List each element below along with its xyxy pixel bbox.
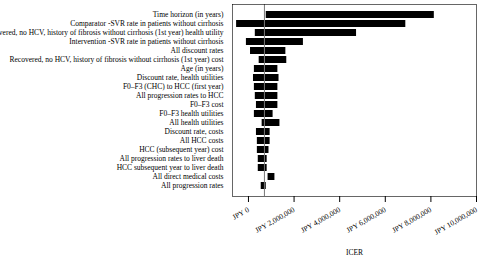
svg-text:JPY 4,000,000: JPY 4,000,000 bbox=[299, 205, 342, 235]
svg-text:JPY 0: JPY 0 bbox=[231, 205, 251, 222]
svg-text:JPY 10,000,000: JPY 10,000,000 bbox=[433, 205, 479, 237]
svg-text:All direct medical costs: All direct medical costs bbox=[152, 172, 223, 181]
svg-text:Comparator -SVR rate in patien: Comparator -SVR rate in patients without… bbox=[70, 19, 223, 28]
svg-text:All health utilities: All health utilities bbox=[169, 118, 223, 127]
svg-text:F0–F3 (CHC) to HCC (first year: F0–F3 (CHC) to HCC (first year) bbox=[123, 82, 224, 91]
svg-text:HCC (subsequent year) cost: HCC (subsequent year) cost bbox=[139, 145, 224, 154]
svg-text:Discount rate, health utilitie: Discount rate, health utilities bbox=[137, 73, 224, 82]
svg-text:Intervention -SVR rate in pati: Intervention -SVR rate in patients witho… bbox=[69, 37, 223, 46]
svg-text:HCC subsequent year to liver d: HCC subsequent year to liver death bbox=[117, 163, 224, 172]
svg-text:Recovered, no HCV, history of: Recovered, no HCV, history of fibrosis w… bbox=[10, 55, 225, 64]
svg-text:Discount rate, costs: Discount rate, costs bbox=[165, 127, 224, 136]
svg-text:ICER: ICER bbox=[346, 248, 363, 257]
svg-text:F0–F3 cost: F0–F3 cost bbox=[190, 100, 224, 109]
svg-text:All progression rates to liver: All progression rates to liver death bbox=[120, 154, 224, 163]
svg-text:JPY 2,000,000: JPY 2,000,000 bbox=[254, 205, 297, 235]
svg-text:All progression rates to HCC: All progression rates to HCC bbox=[136, 91, 224, 100]
svg-text:Time horizon (in years): Time horizon (in years) bbox=[153, 10, 224, 19]
svg-text:Recovered, no HCV, history of: Recovered, no HCV, history of fibrosis w… bbox=[0, 28, 224, 37]
svg-text:All discount rates: All discount rates bbox=[171, 46, 224, 55]
svg-text:JPY 8,000,000: JPY 8,000,000 bbox=[390, 205, 433, 235]
svg-text:JPY 6,000,000: JPY 6,000,000 bbox=[345, 205, 388, 235]
svg-text:Age (in years): Age (in years) bbox=[181, 64, 224, 73]
svg-text:All progression rates: All progression rates bbox=[161, 181, 224, 190]
svg-text:F0–F3 health utilities: F0–F3 health utilities bbox=[159, 109, 223, 118]
svg-text:All HCC costs: All HCC costs bbox=[180, 136, 224, 145]
